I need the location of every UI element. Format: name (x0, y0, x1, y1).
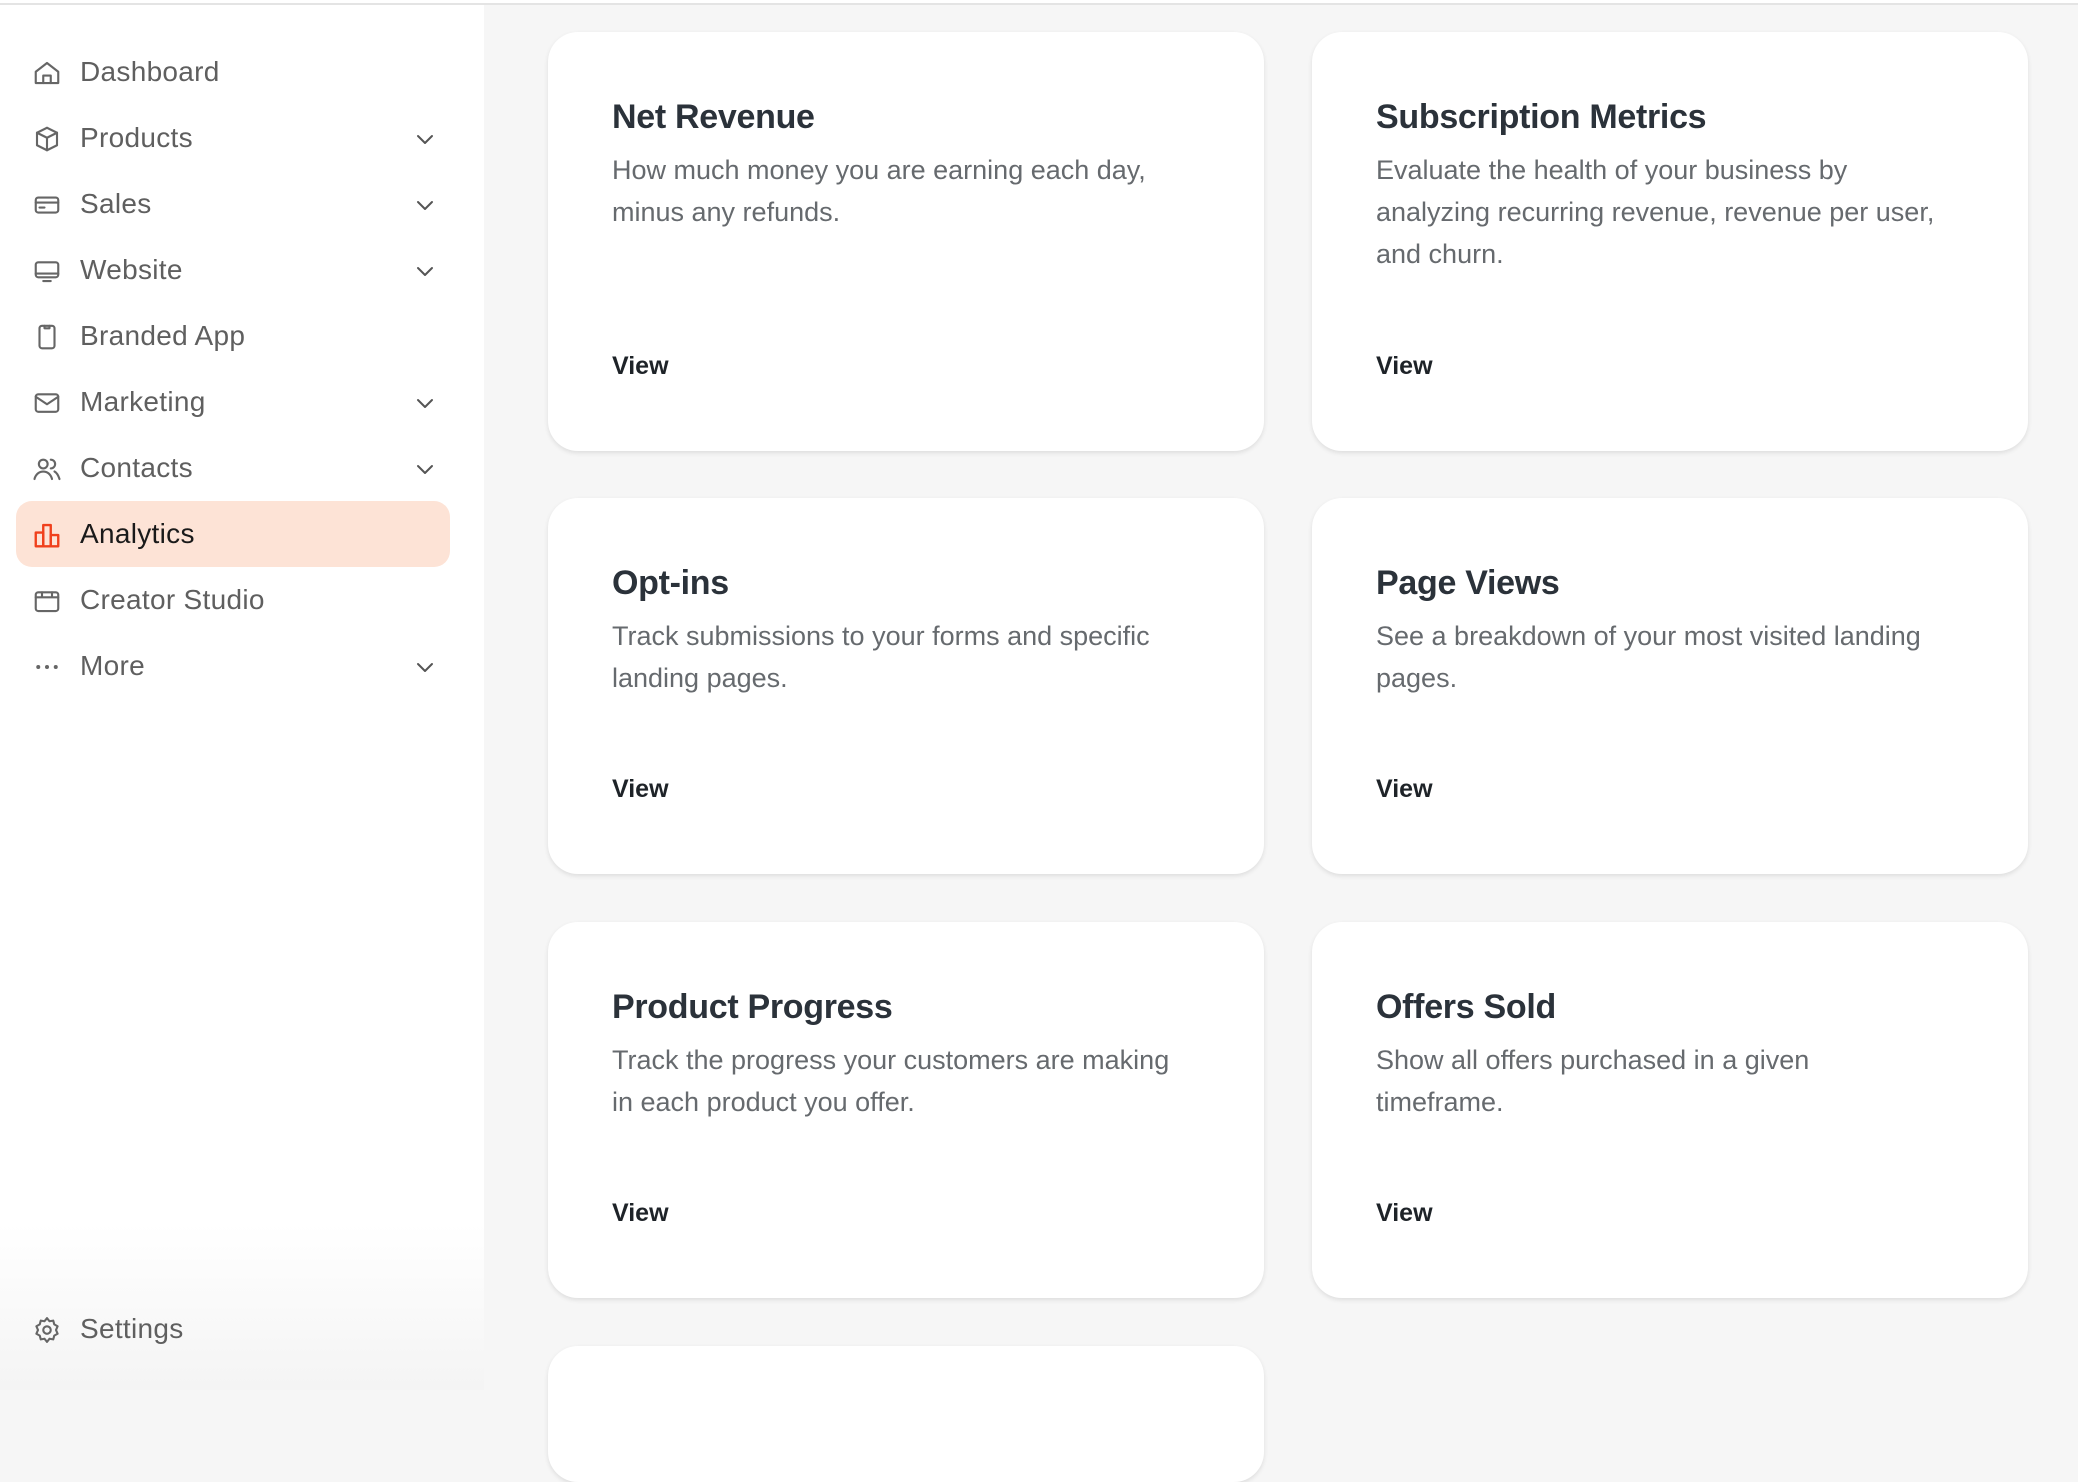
report-card-offers-sold: Offers Sold Show all offers purchased in… (1312, 922, 2028, 1298)
sidebar-item-label: Analytics (80, 518, 195, 549)
sidebar-item-marketing[interactable]: Marketing (16, 369, 450, 435)
chevron-down-icon[interactable] (413, 391, 437, 415)
view-link[interactable]: View (612, 352, 669, 380)
report-card-partial (548, 1346, 1264, 1482)
card-description: Track submissions to your forms and spec… (612, 621, 1150, 693)
sidebar-item-label: Settings (80, 1313, 184, 1344)
sidebar-item-label: Website (80, 254, 183, 285)
report-card-page-views: Page Views See a breakdown of your most … (1312, 498, 2028, 874)
view-link[interactable]: View (612, 1199, 669, 1227)
sidebar-item-creator-studio[interactable]: Creator Studio (16, 567, 450, 633)
box-icon (32, 124, 62, 154)
card-description: How much money you are earning each day,… (612, 155, 1146, 227)
sidebar-item-website[interactable]: Website (16, 237, 450, 303)
calendar-icon (32, 586, 62, 616)
sidebar-item-label: Products (80, 122, 193, 153)
view-link[interactable]: View (1376, 1199, 1433, 1227)
report-card-opt-ins: Opt-ins Track submissions to your forms … (548, 498, 1264, 874)
card-description: Show all offers purchased in a given tim… (1376, 1045, 1810, 1117)
sidebar-item-products[interactable]: Products (16, 105, 450, 171)
sidebar-item-label: Marketing (80, 386, 206, 417)
sidebar-item-dashboard[interactable]: Dashboard (16, 39, 450, 105)
mail-icon (32, 388, 62, 418)
credit-card-icon (32, 190, 62, 220)
card-description: Track the progress your customers are ma… (612, 1045, 1170, 1117)
sidebar-item-sales[interactable]: Sales (16, 171, 450, 237)
top-border (0, 0, 2078, 5)
monitor-icon (32, 256, 62, 286)
users-icon (32, 454, 62, 484)
card-title: Subscription Metrics (1376, 98, 1707, 136)
chevron-down-icon[interactable] (413, 259, 437, 283)
card-title: Page Views (1376, 564, 1560, 602)
gear-icon (32, 1315, 62, 1345)
bar-chart-icon (32, 520, 62, 550)
sidebar-item-label: Branded App (80, 320, 246, 351)
phone-icon (32, 322, 62, 352)
sidebar-item-label: Dashboard (80, 56, 220, 87)
report-card-product-progress: Product Progress Track the progress your… (548, 922, 1264, 1298)
report-card-subscription-metrics: Subscription Metrics Evaluate the health… (1312, 32, 2028, 451)
view-link[interactable]: View (1376, 775, 1433, 803)
sidebar-item-contacts[interactable]: Contacts (16, 435, 450, 501)
card-description: See a breakdown of your most visited lan… (1376, 621, 1921, 693)
sidebar-item-label: More (80, 650, 145, 681)
sidebar-item-label: Contacts (80, 452, 193, 483)
card-title: Opt-ins (612, 564, 729, 602)
card-title: Product Progress (612, 988, 893, 1026)
view-link[interactable]: View (612, 775, 669, 803)
card-description: Evaluate the health of your business by … (1376, 155, 1935, 269)
sidebar-item-label: Creator Studio (80, 584, 265, 615)
sidebar-item-settings[interactable]: Settings (16, 1296, 450, 1362)
sidebar-item-branded-app[interactable]: Branded App (16, 303, 450, 369)
sidebar-item-more[interactable]: More (16, 633, 450, 699)
report-card-net-revenue: Net Revenue How much money you are earni… (548, 32, 1264, 451)
sidebar-item-analytics[interactable]: Analytics (16, 501, 450, 567)
chevron-down-icon[interactable] (413, 127, 437, 151)
card-title: Net Revenue (612, 98, 815, 136)
chevron-down-icon[interactable] (413, 457, 437, 481)
card-title: Offers Sold (1376, 988, 1556, 1026)
sidebar: Dashboard Products Sales Website Branded… (0, 5, 484, 1390)
chevron-down-icon[interactable] (413, 193, 437, 217)
dots-icon (32, 652, 62, 682)
home-icon (32, 58, 62, 88)
chevron-down-icon[interactable] (413, 655, 437, 679)
view-link[interactable]: View (1376, 352, 1433, 380)
sidebar-item-label: Sales (80, 188, 152, 219)
